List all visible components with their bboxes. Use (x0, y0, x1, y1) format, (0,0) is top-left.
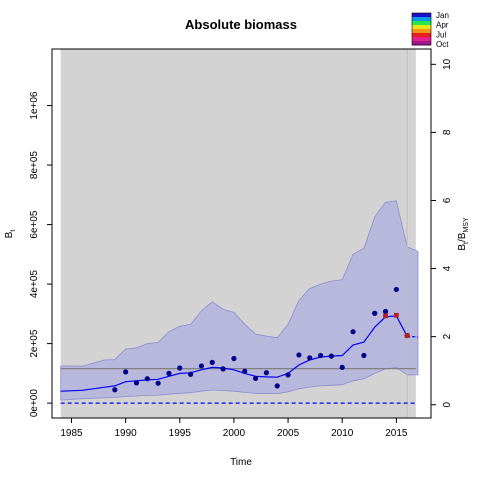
y2-axis-label: Bt/BMSY (457, 217, 470, 251)
recent-point (393, 312, 399, 318)
observation-point (188, 371, 194, 377)
x-tick-label: 2010 (331, 428, 354, 439)
observation-point (242, 368, 248, 374)
observation-point (274, 383, 280, 389)
x-tick-label: 2015 (385, 428, 408, 439)
x-tick-label: 1990 (115, 428, 138, 439)
y2-axis: 0 2 4 6 8 10 (431, 58, 453, 408)
observation-point (177, 365, 183, 371)
y-axis: 0e+00 2e+05 4e+05 6e+05 8e+05 1e+06 (29, 91, 52, 417)
y-tick-label: 8e+05 (29, 151, 40, 180)
observation-point (263, 370, 270, 376)
observation-point (285, 372, 291, 378)
season-color-swatch (412, 41, 431, 46)
y2-tick-label: 2 (442, 333, 453, 339)
observation-point (339, 364, 345, 371)
y-axis-label: Bt (4, 230, 17, 239)
season-legend-label: Jul (436, 30, 446, 39)
x-tick-label: 2000 (223, 428, 246, 439)
y2-axis-label-mid: /B (457, 232, 468, 242)
y-tick-label: 0e+00 (29, 389, 40, 418)
y2-axis-label-msy: MSY (463, 217, 470, 233)
season-color-swatch (412, 33, 431, 38)
observation-point (317, 352, 324, 359)
observation-point (155, 380, 161, 386)
season-color-swatch (412, 29, 431, 34)
season-color-swatch (412, 25, 431, 30)
observation-point (296, 352, 302, 358)
observation-point (393, 286, 399, 293)
y-tick-label: 2e+05 (29, 329, 40, 358)
observation-point (144, 376, 150, 382)
season-color-swatch (412, 13, 431, 18)
x-tick-label: 1995 (169, 428, 192, 439)
observation-point (328, 353, 334, 359)
observation-point (382, 308, 389, 315)
y2-tick-label: 10 (442, 58, 453, 70)
observation-point (372, 310, 378, 316)
observation-point (220, 366, 226, 372)
y-axis-label-sub: t (10, 230, 17, 232)
y2-axis-label-sub: t (463, 242, 470, 244)
season-color-swatch (412, 21, 431, 26)
recent-point (383, 313, 388, 319)
confidence-band (60, 200, 419, 401)
observation-point (166, 370, 172, 376)
y-tick-label: 6e+05 (29, 210, 40, 239)
chart-title: Absolute biomass (185, 17, 297, 32)
y-tick-label: 1e+06 (29, 91, 40, 120)
x-axis: 1985 1990 1995 2000 2005 2010 2015 (60, 418, 408, 439)
observation-point (361, 352, 367, 359)
observation-point (350, 329, 356, 335)
recent-observation-points (383, 312, 410, 338)
season-legend-label: Jan (436, 11, 449, 20)
season-color-swatch (412, 37, 431, 42)
observation-point (198, 363, 205, 369)
observation-point (231, 355, 237, 362)
season-legend-frame (411, 12, 432, 46)
x-axis-label: Time (230, 457, 252, 468)
y2-tick-label: 4 (442, 265, 453, 271)
x-tick-label: 1985 (60, 428, 83, 439)
observation-point (209, 359, 215, 365)
x-tick-label: 2005 (277, 428, 300, 439)
observation-point (123, 369, 129, 375)
y2-tick-label: 6 (442, 197, 453, 203)
plot-frame (51, 48, 432, 419)
y2-axis-label-main: B (457, 244, 468, 251)
observation-point (112, 387, 118, 393)
y-tick-label: 4e+05 (29, 270, 40, 299)
y-axis-label-main: B (4, 231, 15, 238)
y2-tick-label: 0 (442, 402, 453, 408)
observation-point (307, 355, 313, 361)
season-legend-label: Oct (436, 40, 449, 49)
recent-point (404, 333, 410, 338)
season-legend-label: Apr (436, 21, 449, 30)
season-color-swatch (412, 17, 431, 22)
y2-tick-label: 8 (442, 129, 453, 135)
observation-point (133, 380, 140, 386)
observation-point (252, 375, 259, 382)
